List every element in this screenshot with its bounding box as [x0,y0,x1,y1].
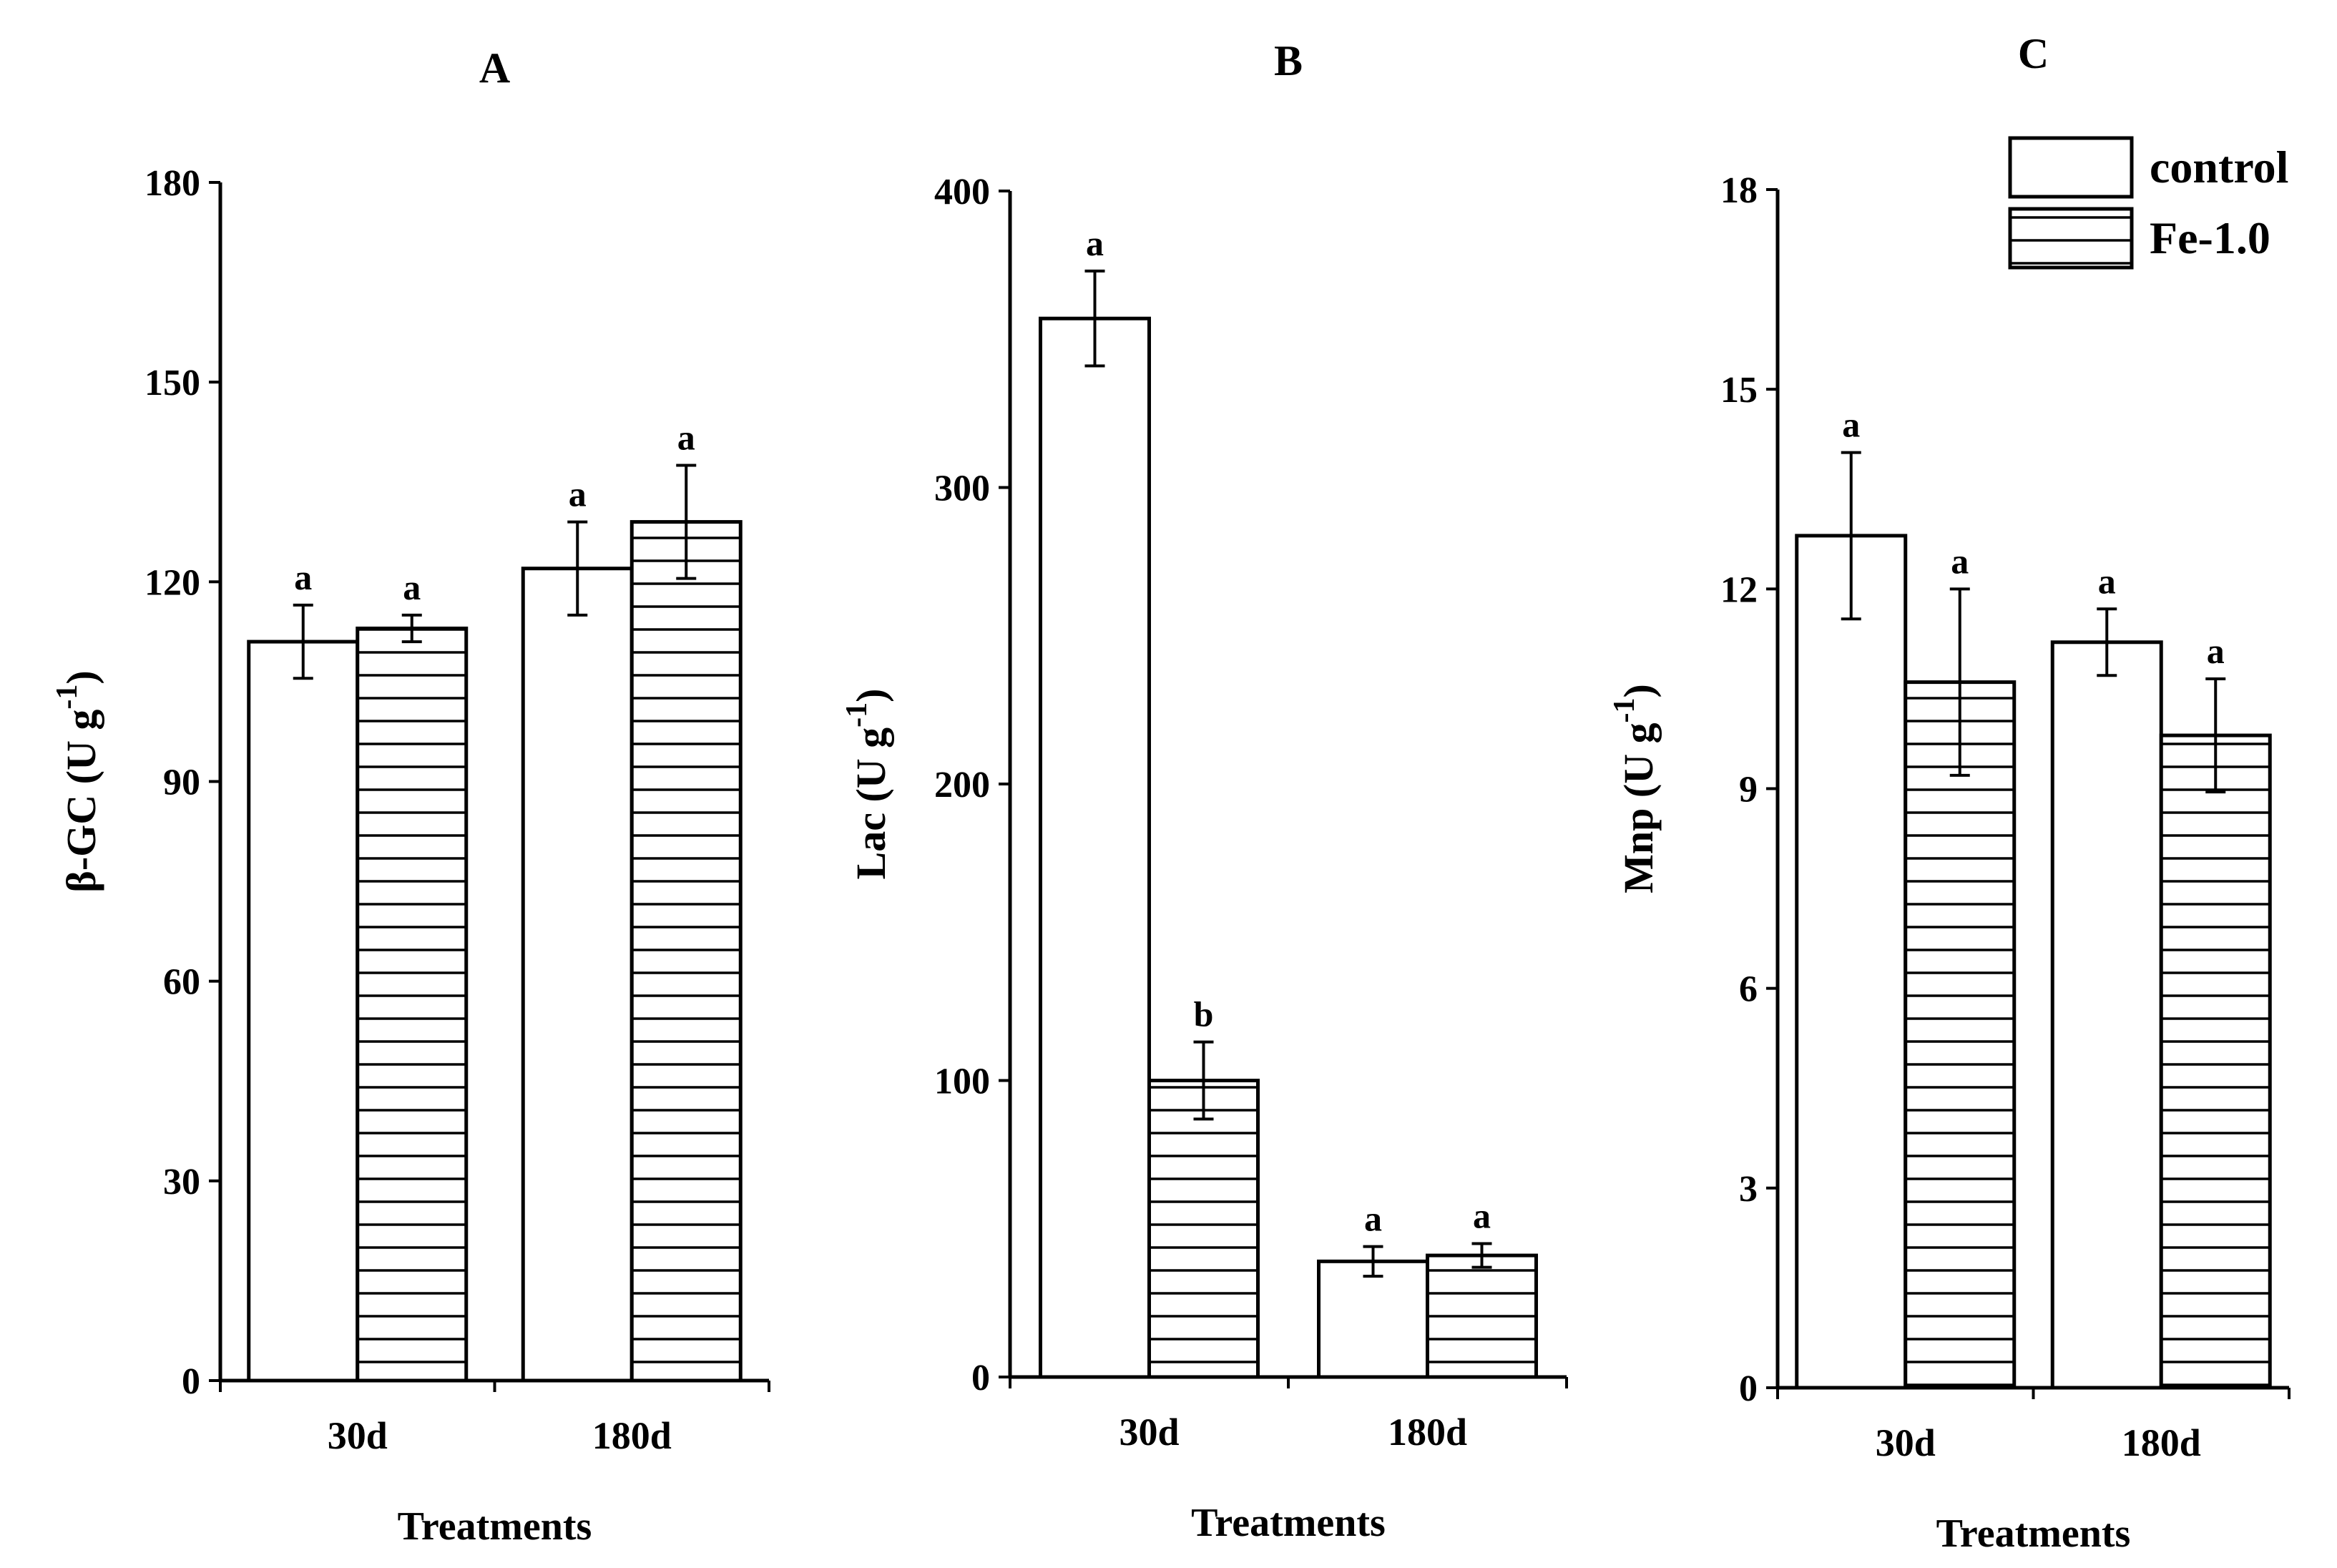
significance-letter: a [403,567,421,607]
significance-letter: a [294,557,312,597]
y-tick-label: 18 [1720,170,1758,211]
y-axis-label: Lac (U g-1) [841,689,894,880]
y-tick-label: 0 [182,1361,200,1402]
y-tick-label: 100 [934,1062,990,1102]
y-tick-label: 0 [971,1358,990,1398]
panel-title: A [479,44,510,92]
y-axis-unit: (U g [848,727,894,803]
y-tick-label: 90 [163,763,200,803]
legend: control Fe-1.0 [2008,136,2288,270]
bar-control-30d [247,640,360,1383]
y-axis-name: Lac [848,803,894,880]
x-tick-label: 30d [328,1414,388,1457]
y-tick-label: 15 [1720,370,1758,411]
y-tick-label: 6 [1739,969,1758,1010]
x-axis-label: Treatments [1191,1501,1386,1545]
bar-control-180d [2050,640,2163,1390]
panel-title: C [2018,30,2049,77]
significance-letter: a [569,474,587,514]
y-tick-label: 200 [934,765,990,805]
bar-fe-1-0-30d [1147,1079,1260,1379]
y-axis-unit-exponent: -1 [1608,697,1641,722]
y-tick-label: 0 [1739,1368,1758,1409]
legend-swatch-control [2008,136,2134,199]
y-tick-label: 3 [1739,1169,1758,1210]
bar-control-180d [521,567,634,1383]
y-axis-unit-close: ) [848,689,894,702]
legend-label-control: control [2150,142,2288,192]
significance-letter: a [1086,223,1104,263]
bar-fe-1-0-30d [356,626,469,1383]
bar-fe-1-0-180d [2159,733,2272,1390]
y-axis-name: β-GC [58,784,104,892]
y-axis-label: Mnp (U g-1) [1608,684,1662,893]
y-tick-label: 9 [1739,770,1758,810]
x-tick-label: 180d [592,1414,672,1457]
y-axis-unit-close: ) [1615,684,1662,697]
y-axis-unit-exponent: -1 [841,702,873,727]
bar-control-180d [1317,1259,1429,1379]
legend-swatch-fe-1-0 [2008,207,2134,270]
y-axis-unit: (U g [58,710,104,785]
y-tick-label: 60 [163,962,200,1003]
x-axis-label: Treatments [1936,1511,2131,1556]
significance-letter: a [2098,561,2116,601]
bar-control-30d [1039,316,1151,1379]
y-axis-unit-close: ) [58,670,104,684]
x-tick-label: 30d [1876,1421,1936,1464]
x-tick-label: 180d [2122,1421,2201,1464]
bar-fe-1-0-180d [629,520,743,1383]
bar-control-30d [1795,534,1908,1390]
y-tick-label: 30 [163,1162,200,1202]
panel-c: C 0 3 6 9 12 15 18 30d a a 180d a a Treatments Mnp (U g… [1608,30,2291,1556]
panel-b: B 0 100 200 300 400 30d a b 180d a a Treatments Lac (… [841,37,1568,1545]
y-axis-name: Mnp [1615,798,1662,893]
significance-letter: a [1364,1199,1382,1239]
significance-letter: a [2207,631,2225,671]
x-tick-label: 180d [1388,1411,1467,1454]
y-tick-label: 12 [1720,569,1758,610]
y-axis-label: β-GC (U g-1) [51,670,104,892]
y-axis-unit-exponent: -1 [51,685,84,710]
y-tick-label: 300 [934,469,990,509]
significance-letter: a [677,417,695,457]
x-axis-label: Treatments [398,1504,592,1549]
panel-a: A 0 30 60 90 120 150 180 30d a a 180d a a Treatments β-… [51,44,770,1549]
y-tick-label: 180 [144,163,200,204]
x-tick-label: 30d [1119,1411,1179,1454]
significance-letter: a [1951,541,1969,581]
significance-letter: b [1194,994,1214,1034]
legend-label-fe-1-0: Fe-1.0 [2150,212,2270,263]
y-tick-label: 400 [934,172,990,212]
bar-fe-1-0-30d [1904,680,2017,1390]
panel-title: B [1274,37,1303,84]
bar-fe-1-0-180d [1426,1253,1538,1379]
significance-letter: a [1842,405,1860,445]
y-tick-label: 120 [144,562,200,603]
y-axis-unit: (U g [1615,722,1662,798]
y-tick-label: 150 [144,363,200,403]
significance-letter: a [1473,1195,1491,1235]
